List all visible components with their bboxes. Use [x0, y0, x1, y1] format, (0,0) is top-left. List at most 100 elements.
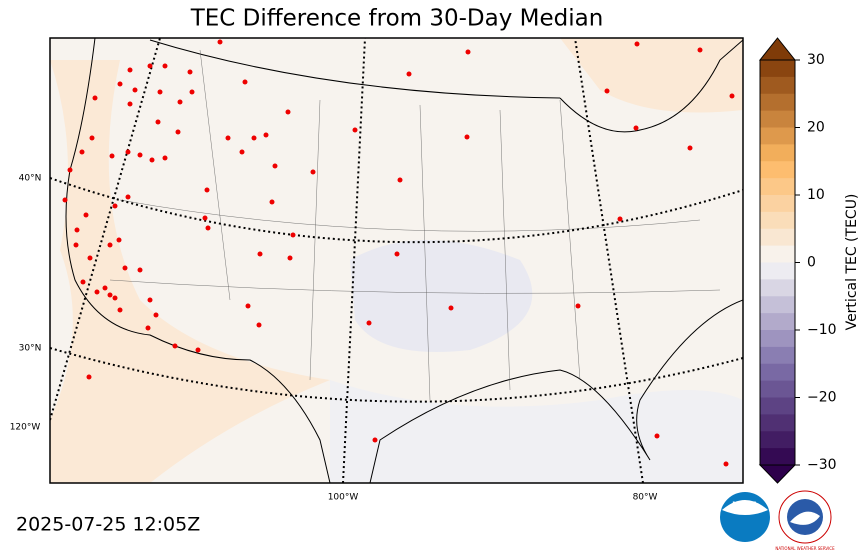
station: [155, 119, 161, 125]
colorbar-band: [760, 313, 795, 331]
noaa-logo: NOAA: [720, 492, 770, 542]
colorbar-band: [760, 110, 795, 128]
timestamp: 2025-07-25 12:05Z: [16, 514, 200, 536]
station: [394, 251, 400, 257]
colorbar-extend-bottom: [758, 464, 797, 484]
colorbar-band: [760, 93, 795, 112]
station: [195, 347, 201, 353]
colorbar-band: [760, 346, 795, 365]
station: [147, 63, 153, 69]
station: [633, 125, 639, 131]
station: [162, 63, 168, 69]
colorbar-band: [760, 127, 795, 145]
station: [132, 87, 138, 93]
station: [117, 81, 123, 87]
station: [287, 255, 293, 261]
colorbar-band: [760, 60, 795, 78]
station: [147, 297, 153, 303]
colorbar-band: [760, 330, 795, 348]
station: [465, 49, 471, 55]
station: [127, 101, 133, 107]
title: TEC Difference from 30-Day Median: [190, 6, 604, 32]
colorbar-band: [760, 245, 795, 263]
station: [94, 289, 100, 295]
station: [80, 279, 86, 285]
colorbar-extend-top: [758, 37, 797, 61]
colorbar-tick-label: 30: [807, 52, 825, 68]
station: [172, 343, 178, 349]
colorbar-band: [760, 228, 795, 247]
station: [617, 216, 623, 222]
station: [107, 242, 113, 248]
nws-text: NATIONAL WEATHER SERVICE: [775, 546, 835, 551]
station: [112, 295, 118, 301]
lon-label: 120°W: [10, 423, 41, 433]
station: [204, 187, 210, 193]
lat-label: 40°N: [19, 174, 42, 184]
station: [73, 242, 79, 248]
colorbar-band: [760, 195, 795, 213]
lon-label: 100°W: [328, 493, 359, 503]
colorbar-band: [760, 262, 795, 280]
station: [89, 135, 95, 141]
station: [127, 67, 133, 73]
station: [62, 197, 68, 203]
station: [87, 255, 93, 261]
colorbar-band: [760, 144, 795, 162]
station: [117, 307, 123, 313]
station: [263, 132, 269, 138]
station: [74, 227, 80, 233]
station: [290, 232, 296, 238]
colorbar-band: [760, 211, 795, 230]
station: [145, 325, 151, 331]
station: [654, 433, 660, 439]
colorbar-label: Vertical TEC (TECU): [844, 194, 860, 331]
station: [634, 41, 640, 47]
colorbar: −30 −20 −10 0 10 20 30: [758, 37, 837, 484]
station: [464, 134, 470, 140]
station: [366, 320, 372, 326]
station: [125, 149, 131, 155]
station: [202, 215, 208, 221]
station: [187, 69, 193, 75]
station: [102, 285, 108, 291]
station: [153, 312, 159, 318]
station: [175, 129, 181, 135]
station: [272, 163, 278, 169]
station: [86, 374, 92, 380]
colorbar-band: [760, 279, 795, 297]
colorbar-band: [760, 76, 795, 95]
station: [697, 47, 703, 53]
station: [162, 155, 168, 161]
colorbar-band: [760, 431, 795, 449]
station: [687, 145, 693, 151]
lon-label: 80°W: [633, 493, 658, 503]
station: [189, 89, 195, 95]
nws-logo: NATIONAL WEATHER SERVICE: [775, 490, 835, 551]
station: [256, 322, 262, 328]
noaa-text: NOAA: [732, 501, 758, 510]
colorbar-band: [760, 448, 795, 466]
station: [116, 237, 122, 243]
colorbar-band: [760, 178, 795, 196]
station: [225, 135, 231, 141]
station: [397, 177, 403, 183]
colorbar-tick-label: −30: [807, 457, 837, 473]
colorbar-band: [760, 363, 795, 382]
map: [50, 38, 743, 483]
station: [310, 169, 316, 175]
station: [137, 267, 143, 273]
colorbar-tick-label: 0: [807, 255, 816, 271]
colorbar-tick-label: 20: [807, 120, 825, 136]
station: [257, 251, 263, 257]
station: [723, 461, 729, 467]
station: [157, 89, 163, 95]
station: [67, 167, 73, 173]
station: [79, 149, 85, 155]
station: [137, 152, 143, 158]
station: [285, 109, 291, 115]
station: [406, 71, 412, 77]
station: [245, 303, 251, 309]
station: [239, 149, 245, 155]
